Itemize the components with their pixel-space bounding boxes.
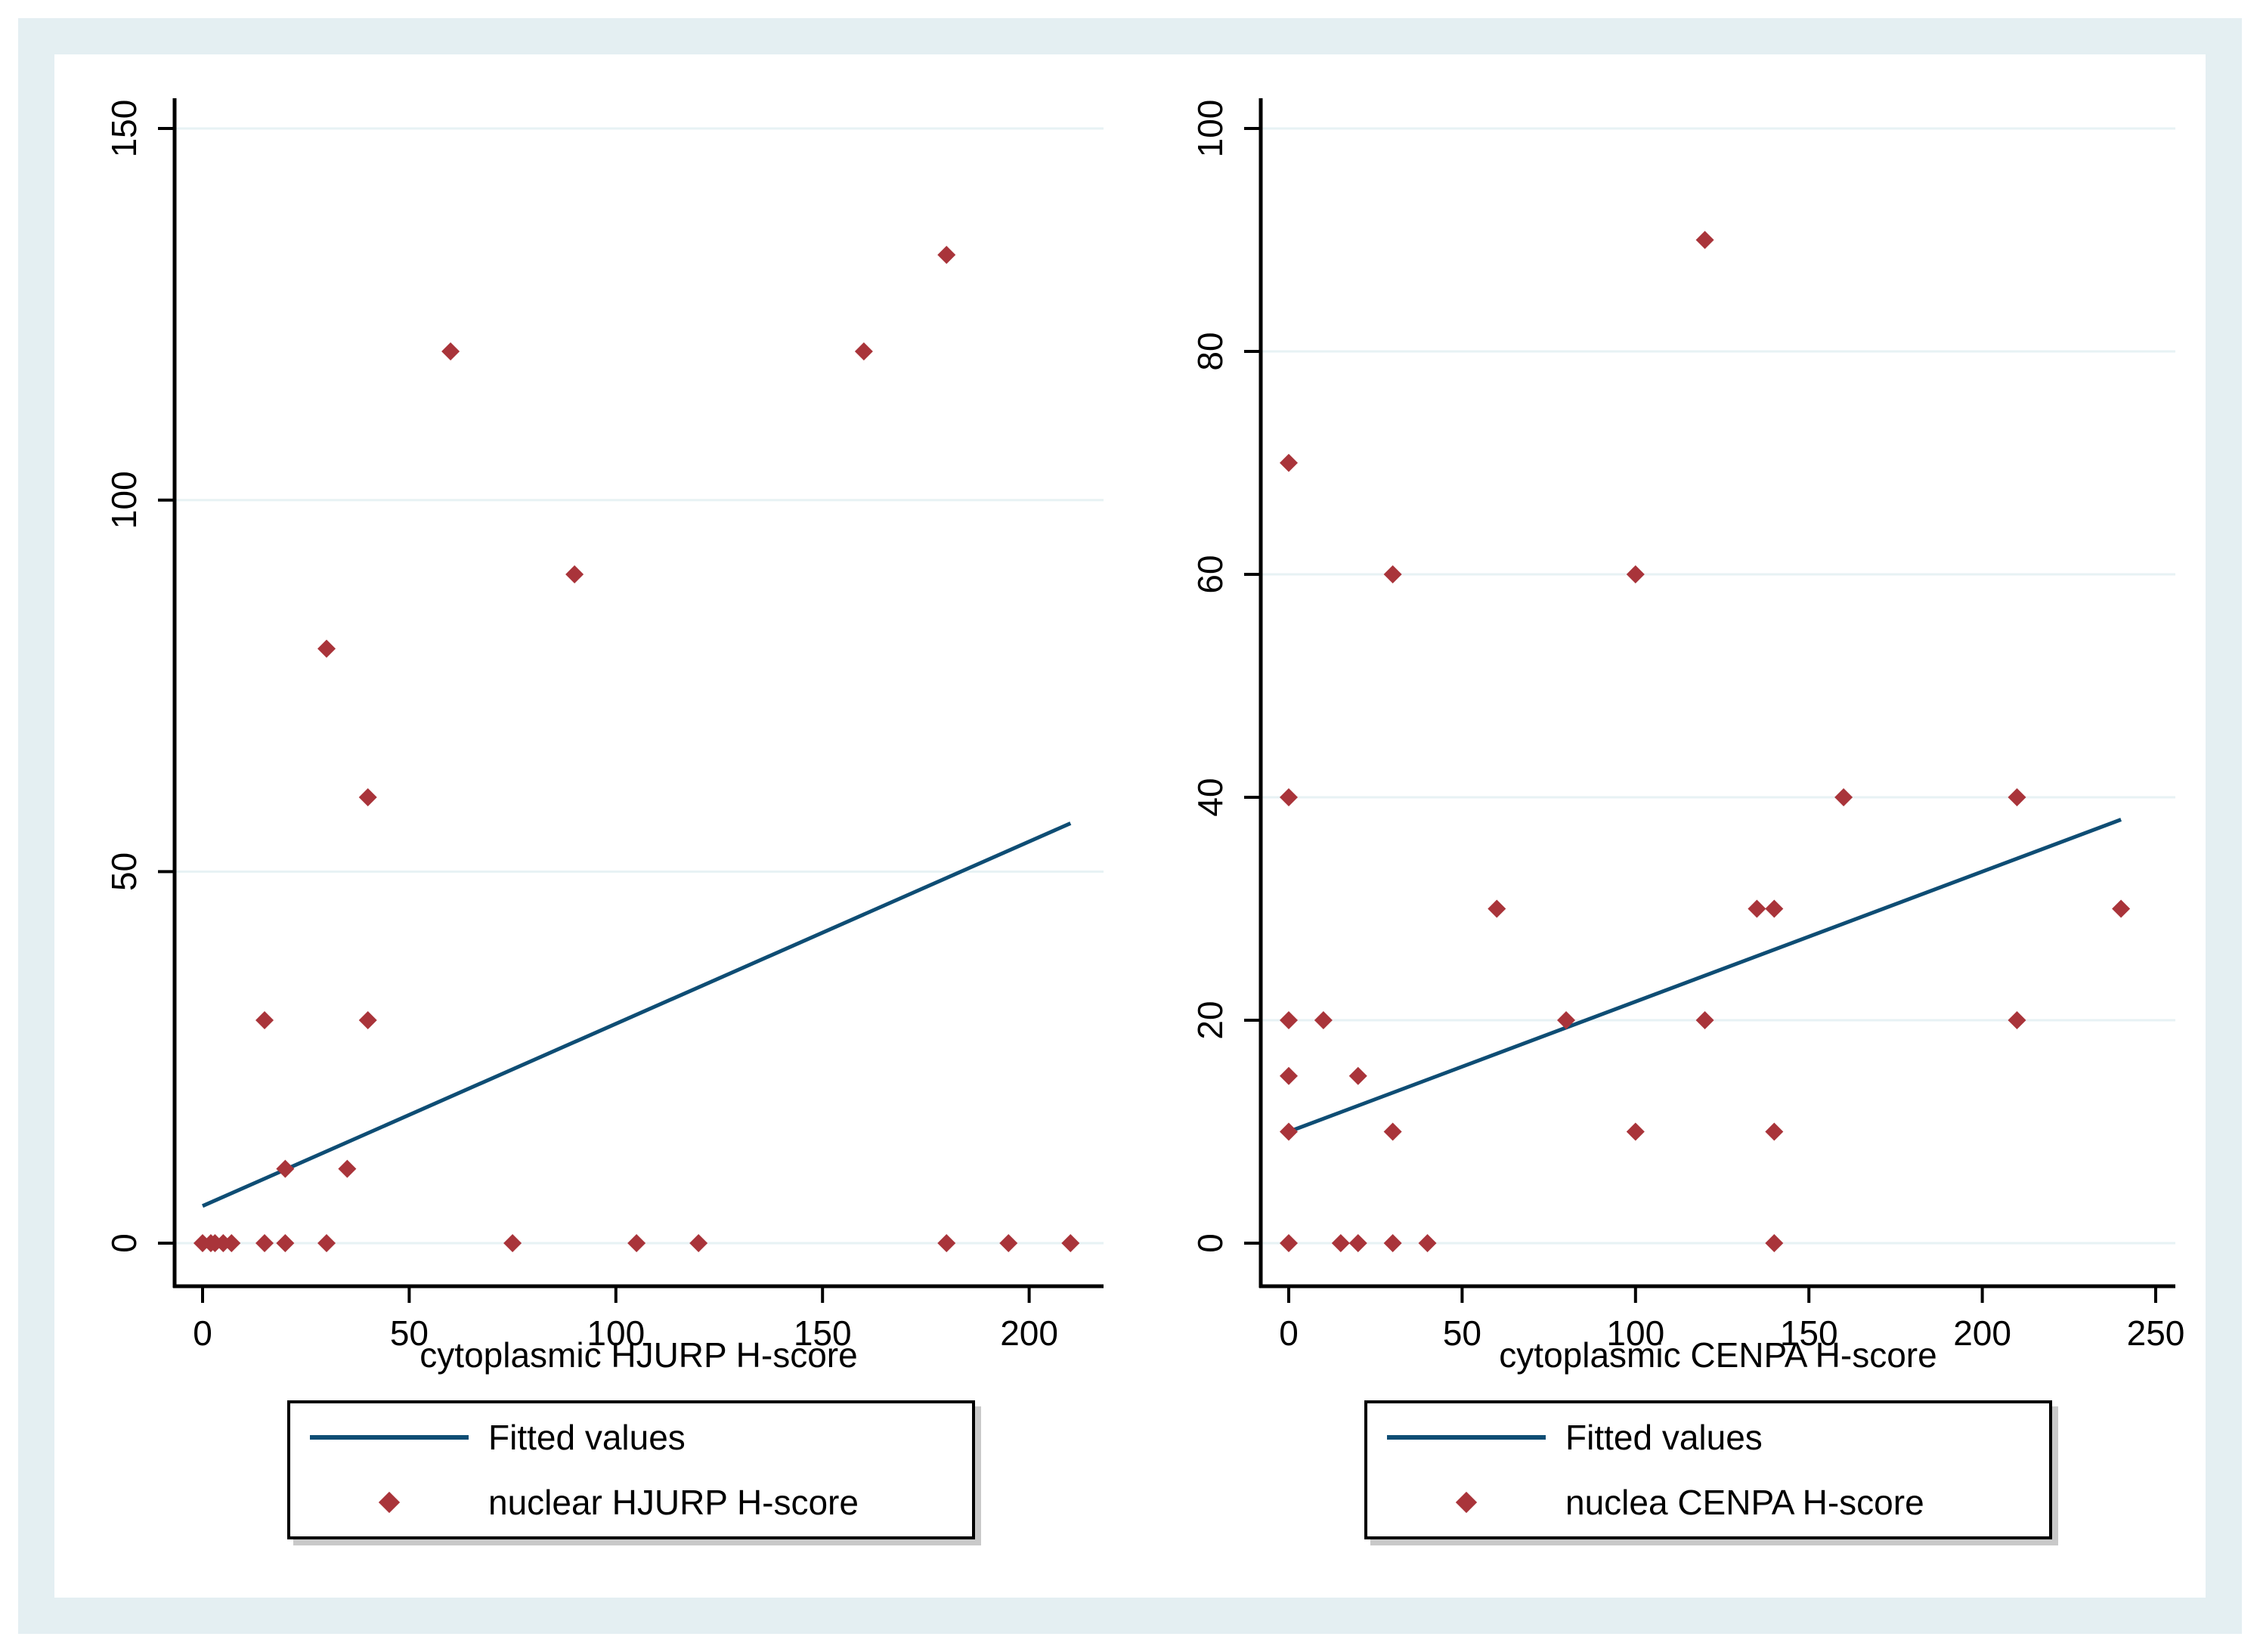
- y-tick-label-0: 0: [104, 1233, 144, 1253]
- data-point: [565, 565, 584, 584]
- legend-row-scatter: nuclea CENPA H-score: [1367, 1470, 2049, 1535]
- data-point: [1280, 1066, 1298, 1085]
- x-axis-title-right: cytoplasmic CENPA H-score: [1499, 1335, 1937, 1375]
- data-point: [1765, 899, 1784, 918]
- y-tick-label-60: 60: [1190, 555, 1230, 593]
- legend-row-fitted: Fitted values: [290, 1405, 972, 1470]
- data-point: [1331, 1234, 1350, 1252]
- fitted-line: [1288, 818, 2122, 1134]
- data-point: [2008, 1011, 2026, 1029]
- data-point: [1695, 230, 1714, 249]
- data-point: [317, 1234, 336, 1252]
- data-point: [1383, 565, 1402, 583]
- data-point: [1765, 1122, 1784, 1141]
- y-tick-label-40: 40: [1190, 778, 1230, 816]
- y-tick-label-100: 100: [1190, 100, 1230, 158]
- scatter-marker-sample-icon: [378, 1491, 401, 1514]
- data-point: [1280, 1011, 1298, 1029]
- data-point: [627, 1234, 646, 1252]
- graph-region: [54, 54, 2206, 1598]
- data-point: [937, 1234, 956, 1252]
- data-point: [276, 1159, 295, 1178]
- legend-sample-cell: [290, 1491, 488, 1514]
- data-point: [1061, 1234, 1080, 1252]
- y-tick-label-50: 50: [104, 852, 144, 891]
- data-point: [503, 1234, 522, 1252]
- fitted-line-sample-icon: [310, 1435, 469, 1440]
- data-point: [1626, 1122, 1645, 1141]
- x-tick-label-250: 250: [2127, 1313, 2185, 1353]
- y-tick-label-150: 150: [104, 100, 144, 158]
- x-tick-label-150: 150: [1780, 1313, 1838, 1353]
- x-tick-label-50: 50: [1443, 1313, 1481, 1353]
- legend-row-fitted: Fitted values: [1367, 1405, 2049, 1470]
- data-point: [689, 1234, 708, 1252]
- data-point: [854, 342, 873, 361]
- data-point: [358, 788, 377, 807]
- x-tick-label-100: 100: [1606, 1313, 1664, 1353]
- x-tick-label-150: 150: [794, 1313, 852, 1353]
- data-point: [2112, 899, 2131, 918]
- x-tick-label-200: 200: [1953, 1313, 2011, 1353]
- data-point: [1280, 1122, 1298, 1141]
- data-point: [255, 1234, 274, 1252]
- data-point: [1765, 1234, 1784, 1252]
- data-point: [1314, 1011, 1333, 1029]
- legend-left: Fitted values nuclear HJURP H-score: [287, 1400, 975, 1539]
- data-point: [1695, 1011, 1714, 1029]
- data-point: [338, 1159, 357, 1178]
- x-tick-label-0: 0: [193, 1313, 212, 1353]
- x-tick-label-50: 50: [390, 1313, 429, 1353]
- data-point: [1834, 788, 1853, 806]
- data-point: [1557, 1011, 1576, 1029]
- data-point: [1383, 1122, 1402, 1141]
- x-tick-label-0: 0: [1279, 1313, 1299, 1353]
- y-tick-label-20: 20: [1190, 1001, 1230, 1039]
- legend-label-nuclea-cenpa: nuclea CENPA H-score: [1565, 1483, 1924, 1522]
- legend-sample-cell: [1367, 1491, 1565, 1514]
- legend-label-fitted-values: Fitted values: [488, 1418, 686, 1457]
- data-point: [1280, 1234, 1298, 1252]
- data-point: [222, 1234, 241, 1252]
- data-point: [1626, 565, 1645, 583]
- data-point: [937, 246, 956, 265]
- data-point: [1748, 899, 1766, 918]
- data-point: [317, 639, 336, 658]
- data-point: [1280, 788, 1298, 806]
- legend-right: Fitted values nuclea CENPA H-score: [1364, 1400, 2052, 1539]
- y-tick-label-100: 100: [104, 471, 144, 529]
- data-point: [1418, 1234, 1437, 1252]
- data-point: [2008, 788, 2026, 806]
- x-tick-label-200: 200: [1000, 1313, 1058, 1353]
- x-axis-title-left: cytoplasmic HJURP H-score: [419, 1335, 858, 1375]
- x-tick-label-100: 100: [587, 1313, 645, 1353]
- data-point: [1280, 453, 1298, 472]
- legend-label-fitted-values: Fitted values: [1565, 1418, 1763, 1457]
- data-point: [276, 1234, 295, 1252]
- y-tick-label-80: 80: [1190, 332, 1230, 370]
- legend-sample-cell: [1367, 1435, 1565, 1440]
- y-tick-label-0: 0: [1190, 1233, 1230, 1253]
- scatter-marker-sample-icon: [1455, 1491, 1478, 1514]
- data-point: [999, 1234, 1018, 1252]
- data-point: [441, 342, 460, 361]
- legend-sample-cell: [290, 1435, 488, 1440]
- data-point: [1383, 1234, 1402, 1252]
- legend-row-scatter: nuclear HJURP H-score: [290, 1470, 972, 1535]
- legend-label-nuclear-hjurp: nuclear HJURP H-score: [488, 1483, 859, 1522]
- data-point: [255, 1011, 274, 1030]
- data-point: [358, 1011, 377, 1030]
- data-point: [1348, 1066, 1367, 1085]
- data-point: [1488, 899, 1506, 918]
- fitted-line-sample-icon: [1387, 1435, 1546, 1440]
- fitted-line: [201, 821, 1072, 1208]
- data-point: [1348, 1234, 1367, 1252]
